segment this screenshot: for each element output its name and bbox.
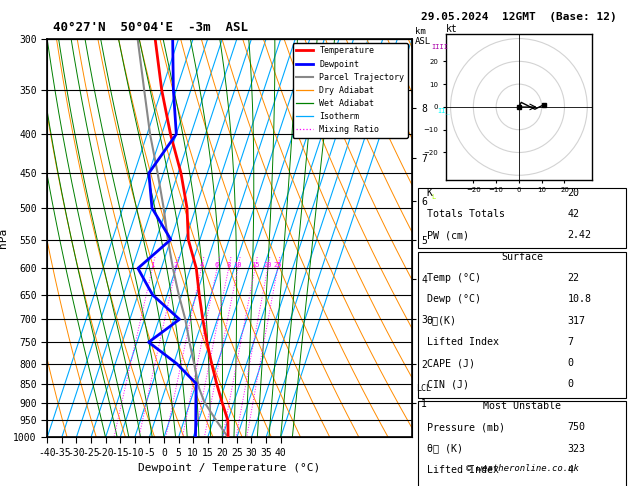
Text: km
ASL: km ASL bbox=[415, 27, 431, 46]
Text: 10: 10 bbox=[233, 262, 242, 268]
Text: 8: 8 bbox=[226, 262, 231, 268]
X-axis label: Dewpoint / Temperature (°C): Dewpoint / Temperature (°C) bbox=[138, 463, 321, 473]
Text: Surface: Surface bbox=[501, 252, 543, 262]
Text: 20: 20 bbox=[264, 262, 272, 268]
Text: CAPE (J): CAPE (J) bbox=[426, 358, 475, 368]
Text: 29.05.2024  12GMT  (Base: 12): 29.05.2024 12GMT (Base: 12) bbox=[421, 12, 617, 22]
Text: 2.42: 2.42 bbox=[568, 230, 592, 240]
Text: 10.8: 10.8 bbox=[568, 295, 592, 304]
Text: 4: 4 bbox=[199, 262, 204, 268]
Text: Lifted Index: Lifted Index bbox=[426, 337, 499, 347]
Legend: Temperature, Dewpoint, Parcel Trajectory, Dry Adiabat, Wet Adiabat, Isotherm, Mi: Temperature, Dewpoint, Parcel Trajectory… bbox=[293, 43, 408, 138]
Text: 4: 4 bbox=[568, 465, 574, 475]
Text: Dewp (°C): Dewp (°C) bbox=[426, 295, 481, 304]
Text: 317: 317 bbox=[568, 315, 586, 326]
Text: Temp (°C): Temp (°C) bbox=[426, 273, 481, 283]
Bar bbox=[418, 252, 626, 398]
Text: II_: II_ bbox=[437, 107, 450, 114]
Text: Totals Totals: Totals Totals bbox=[426, 209, 504, 219]
Text: θᴄ (K): θᴄ (K) bbox=[426, 444, 462, 453]
Text: 0: 0 bbox=[568, 380, 574, 389]
Text: 7: 7 bbox=[568, 337, 574, 347]
Text: Most Unstable: Most Unstable bbox=[483, 401, 561, 411]
Text: θᴄ(K): θᴄ(K) bbox=[426, 315, 457, 326]
Text: L: L bbox=[431, 194, 435, 200]
Text: Lifted Index: Lifted Index bbox=[426, 465, 499, 475]
Text: 20: 20 bbox=[568, 188, 580, 198]
Text: 750: 750 bbox=[568, 422, 586, 433]
Text: kt: kt bbox=[446, 24, 458, 34]
Text: 0: 0 bbox=[568, 358, 574, 368]
Text: CIN (J): CIN (J) bbox=[426, 380, 469, 389]
Text: © weatheronline.co.uk: © weatheronline.co.uk bbox=[465, 464, 579, 473]
Text: K: K bbox=[426, 188, 433, 198]
Text: 22: 22 bbox=[568, 273, 580, 283]
Text: 323: 323 bbox=[568, 444, 586, 453]
Text: 15: 15 bbox=[251, 262, 259, 268]
Bar bbox=[418, 188, 626, 248]
Text: 42: 42 bbox=[568, 209, 580, 219]
Text: 6: 6 bbox=[215, 262, 219, 268]
Text: 40°27'N  50°04'E  -3m  ASL: 40°27'N 50°04'E -3m ASL bbox=[53, 21, 248, 34]
Text: 25: 25 bbox=[274, 262, 282, 268]
Text: PW (cm): PW (cm) bbox=[426, 230, 469, 240]
Text: 2: 2 bbox=[174, 262, 178, 268]
Text: 1: 1 bbox=[150, 262, 155, 268]
Text: LCL: LCL bbox=[416, 384, 431, 393]
Bar bbox=[418, 401, 626, 486]
Text: Pressure (mb): Pressure (mb) bbox=[426, 422, 504, 433]
Text: IIII: IIII bbox=[431, 44, 448, 50]
Y-axis label: hPa: hPa bbox=[0, 228, 8, 248]
